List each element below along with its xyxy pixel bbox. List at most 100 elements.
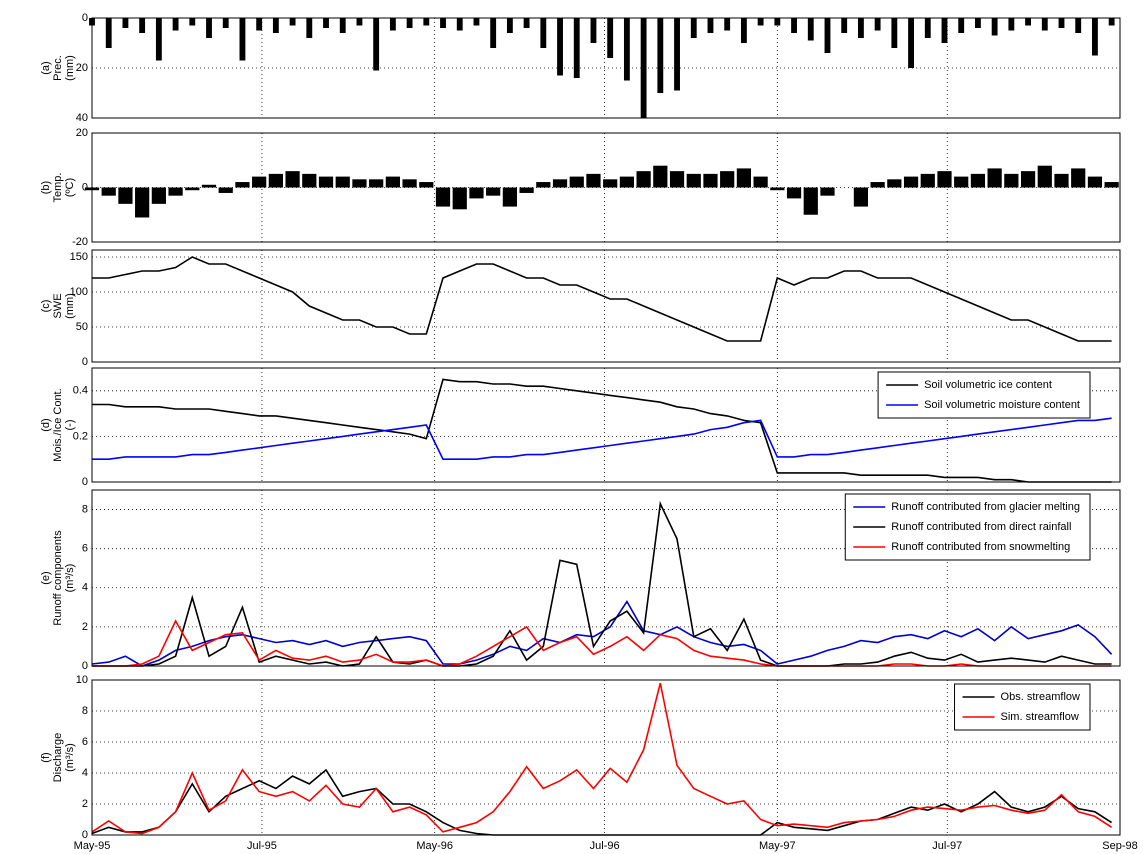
y-tick-label: 0 <box>82 660 88 672</box>
bar <box>490 18 497 48</box>
y-tick-label: 20 <box>76 127 88 139</box>
x-tick-label: Jul-95 <box>247 840 277 852</box>
bar <box>139 18 146 33</box>
legend: Obs. streamflow Sim. streamflow <box>954 683 1091 731</box>
y-tick-label: 0.2 <box>73 430 88 442</box>
bar <box>369 179 384 188</box>
plot-frame <box>91 249 1121 363</box>
y-tick-label: 0 <box>82 829 88 841</box>
bar <box>172 18 179 31</box>
y-tick-label: 8 <box>82 503 88 515</box>
bar <box>385 176 400 188</box>
bar <box>891 18 898 48</box>
bar <box>206 18 212 38</box>
y-tick-label: 50 <box>76 321 88 333</box>
data-line <box>92 378 1112 483</box>
x-tick-label: May-97 <box>759 840 796 852</box>
y-axis-label: (e) <box>40 571 52 584</box>
plot-frame <box>91 679 1121 836</box>
legend-label: Soil volumetric moisture content <box>924 399 1080 411</box>
bar <box>306 18 313 38</box>
bar <box>339 18 346 33</box>
bar <box>887 179 902 188</box>
bar <box>824 18 831 53</box>
y-axis-label: (d) <box>40 418 52 431</box>
bar <box>958 18 965 33</box>
bar <box>870 182 885 188</box>
y-axis-label: (a) <box>40 61 52 74</box>
y-tick-label: 2 <box>82 798 88 810</box>
bar <box>954 176 969 188</box>
bar <box>252 176 267 188</box>
bar <box>101 187 116 196</box>
x-tick-label: Jul-97 <box>932 840 962 852</box>
bar <box>289 18 296 26</box>
bar <box>469 187 484 199</box>
bar <box>218 187 233 193</box>
bar <box>657 18 664 93</box>
bar <box>736 168 752 188</box>
bar <box>506 18 513 33</box>
bar <box>523 18 530 28</box>
plot-area <box>92 250 1120 362</box>
bar <box>557 18 563 76</box>
bar <box>356 18 363 26</box>
panel: 0 20 40 (a) Prec. (mm) <box>40 12 1121 124</box>
bar <box>619 176 634 188</box>
bar <box>185 187 200 191</box>
bar <box>991 18 998 36</box>
bar <box>757 18 764 26</box>
y-tick-label: 4 <box>82 767 88 779</box>
bar <box>573 18 580 78</box>
bar <box>122 18 129 28</box>
bar <box>1025 18 1031 26</box>
data-line <box>92 500 1112 667</box>
bar <box>603 179 618 188</box>
plot-frame <box>91 17 1121 119</box>
legend-label: Obs. streamflow <box>1001 691 1081 703</box>
x-tick-label: May-96 <box>416 840 453 852</box>
y-tick-label: -20 <box>72 236 88 248</box>
legend-box <box>877 371 1091 419</box>
y-axis-label: Runoff components <box>52 530 64 626</box>
bar <box>690 18 697 38</box>
plot-area <box>92 18 1120 118</box>
bar <box>1104 182 1119 188</box>
bar <box>636 171 651 188</box>
y-axis-label: (-) <box>64 420 76 431</box>
bar <box>803 187 818 215</box>
bar <box>1108 18 1115 26</box>
bar <box>1054 173 1069 188</box>
bar <box>406 18 413 28</box>
data-line <box>91 599 1113 667</box>
bar <box>1037 165 1052 188</box>
bar <box>703 173 718 188</box>
y-tick-label: 0 <box>82 12 88 24</box>
bar <box>937 171 952 188</box>
bar <box>285 171 300 188</box>
y-axis-label: Prec. <box>52 55 64 81</box>
bar <box>770 187 785 191</box>
bar <box>302 173 317 188</box>
x-tick-label: Jul-96 <box>590 840 620 852</box>
y-tick-label: 0 <box>82 356 88 368</box>
bar <box>318 176 334 188</box>
bar <box>908 18 914 68</box>
bar <box>452 187 467 210</box>
bar <box>473 18 480 26</box>
legend-label: Runoff contributed from glacier melting <box>891 501 1080 513</box>
bar <box>502 187 517 207</box>
y-axis-label: (mm) <box>64 55 76 81</box>
y-axis-label: (m³/s) <box>64 564 76 593</box>
y-tick-label: 6 <box>82 736 88 748</box>
bar <box>222 18 229 28</box>
bar <box>402 179 417 188</box>
bar <box>853 187 869 207</box>
panel: 0 50 100 150 (c) SWE (mm) <box>40 249 1121 368</box>
bar <box>590 18 597 43</box>
bar <box>707 18 714 33</box>
bar <box>720 171 735 188</box>
y-tick-label: 0 <box>82 181 88 193</box>
y-tick-label: 20 <box>76 62 88 74</box>
